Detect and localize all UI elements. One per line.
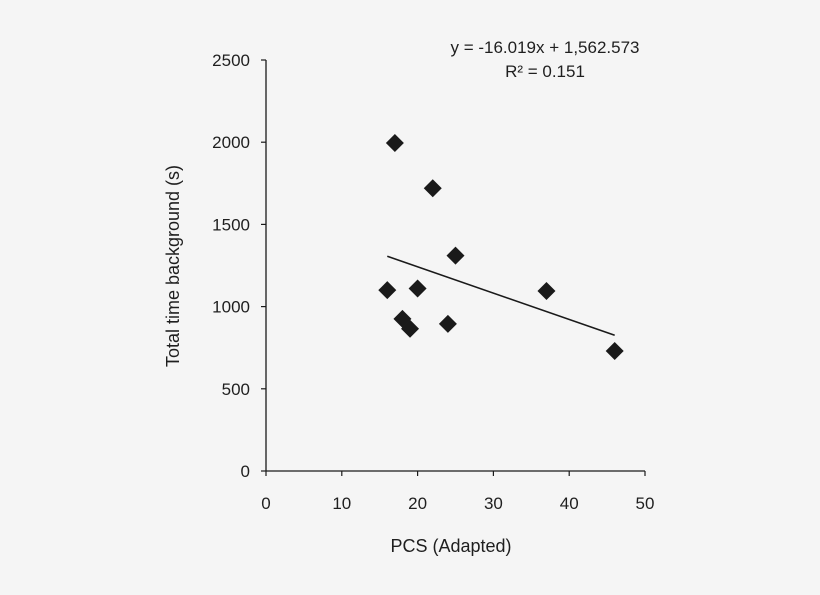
y-tick-label: 1000: [212, 298, 250, 317]
data-point: [423, 179, 442, 198]
data-point: [401, 319, 420, 338]
data-point: [605, 341, 624, 360]
data-point: [408, 279, 427, 298]
y-axis-ticks: 0 500 1000 1500 2000 2500: [212, 51, 266, 481]
data-point: [438, 314, 457, 333]
axes: [265, 60, 645, 472]
x-tick-label: 20: [408, 494, 427, 513]
trendline-r-squared: R² = 0.151: [505, 62, 585, 81]
y-tick-label: 0: [241, 462, 250, 481]
data-point: [537, 281, 556, 300]
data-points: [378, 134, 624, 360]
data-point: [446, 246, 465, 265]
trendline-group: [387, 255, 615, 337]
trendline-equation: y = -16.019x + 1,562.573: [450, 38, 639, 57]
x-tick-label: 0: [261, 494, 270, 513]
y-tick-label: 2000: [212, 133, 250, 152]
y-tick-label: 1500: [212, 215, 250, 234]
y-axis-label: Total time background (s): [163, 165, 183, 367]
y-tick-label: 500: [222, 380, 250, 399]
x-axis-label: PCS (Adapted): [390, 536, 511, 556]
y-tick-label: 2500: [212, 51, 250, 70]
x-tick-label: 30: [484, 494, 503, 513]
x-axis-ticks: 0 10 20 30 40 50: [261, 471, 654, 513]
trendline: [387, 255, 615, 337]
x-tick-label: 10: [332, 494, 351, 513]
x-tick-label: 40: [560, 494, 579, 513]
x-tick-label: 50: [636, 494, 655, 513]
data-point: [378, 281, 397, 300]
data-point: [385, 134, 404, 153]
